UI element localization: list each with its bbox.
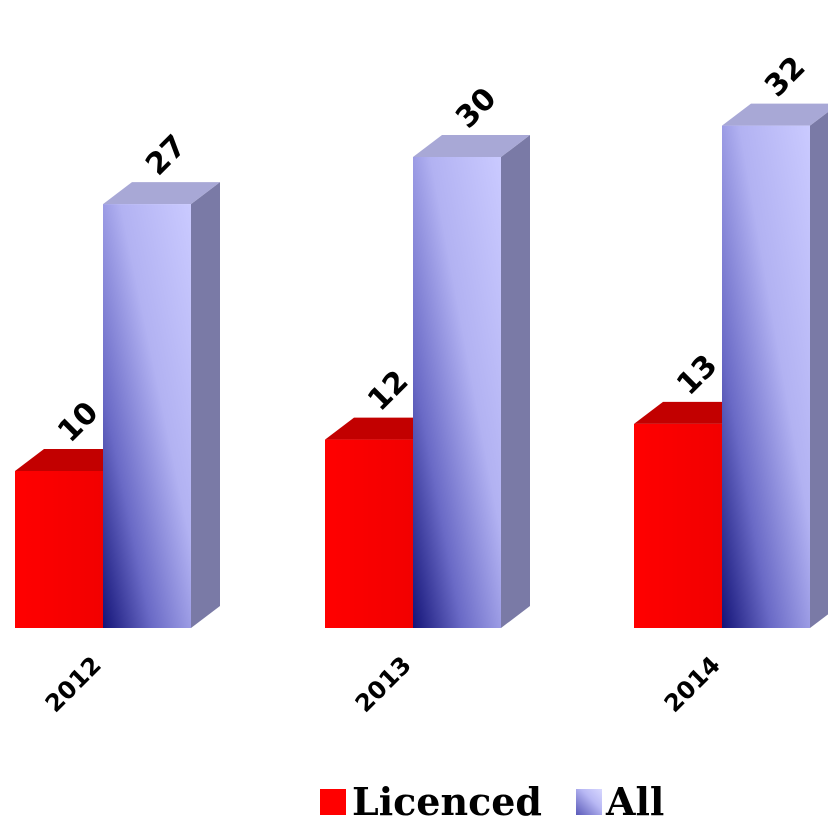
- data-label-licenced-2013: 12: [361, 364, 415, 418]
- bar-front-licenced-2012: [15, 471, 103, 628]
- bar-side-all-2014: [810, 111, 828, 628]
- bar-front-all-2013: [413, 157, 501, 628]
- bar-top-licenced-2013: [325, 417, 442, 440]
- legend-item-licenced: Licenced: [320, 779, 542, 820]
- bar-top-all-2013: [413, 135, 530, 157]
- bar-all-2012: [103, 182, 220, 628]
- legend-item-all: All: [576, 779, 664, 820]
- tick-label-2014: 2014: [659, 651, 726, 718]
- bar-side-all-2013: [501, 135, 530, 628]
- bar-top-licenced-2012: [15, 449, 132, 471]
- tick-label-2012: 2012: [40, 651, 107, 718]
- legend-swatch-licenced: [320, 789, 346, 815]
- bar-all-2014: [722, 103, 828, 628]
- legend-label-licenced: Licenced: [352, 779, 542, 820]
- bar-top-licenced-2014: [634, 401, 751, 424]
- bar-all-2013: [413, 135, 530, 628]
- bar-front-all-2014: [722, 125, 810, 628]
- bar-side-all-2012: [191, 182, 220, 628]
- bars-layer: [15, 103, 828, 628]
- bar-front-licenced-2013: [325, 439, 413, 628]
- bar-top-all-2012: [103, 182, 220, 205]
- data-label-licenced-2012: 10: [51, 395, 105, 449]
- tick-label-2013: 2013: [350, 651, 417, 718]
- data-label-all-2014: 32: [758, 50, 812, 104]
- legend-label-all: All: [605, 779, 664, 820]
- data-label-all-2013: 30: [449, 81, 503, 135]
- legend-swatch-all: [576, 789, 602, 815]
- bar-top-all-2014: [722, 103, 828, 126]
- bar-front-all-2012: [103, 204, 191, 628]
- data-label-licenced-2014: 13: [670, 348, 724, 402]
- data-label-all-2012: 27: [139, 128, 193, 182]
- bar-front-licenced-2014: [634, 423, 722, 628]
- legend: Licenced All: [320, 779, 664, 820]
